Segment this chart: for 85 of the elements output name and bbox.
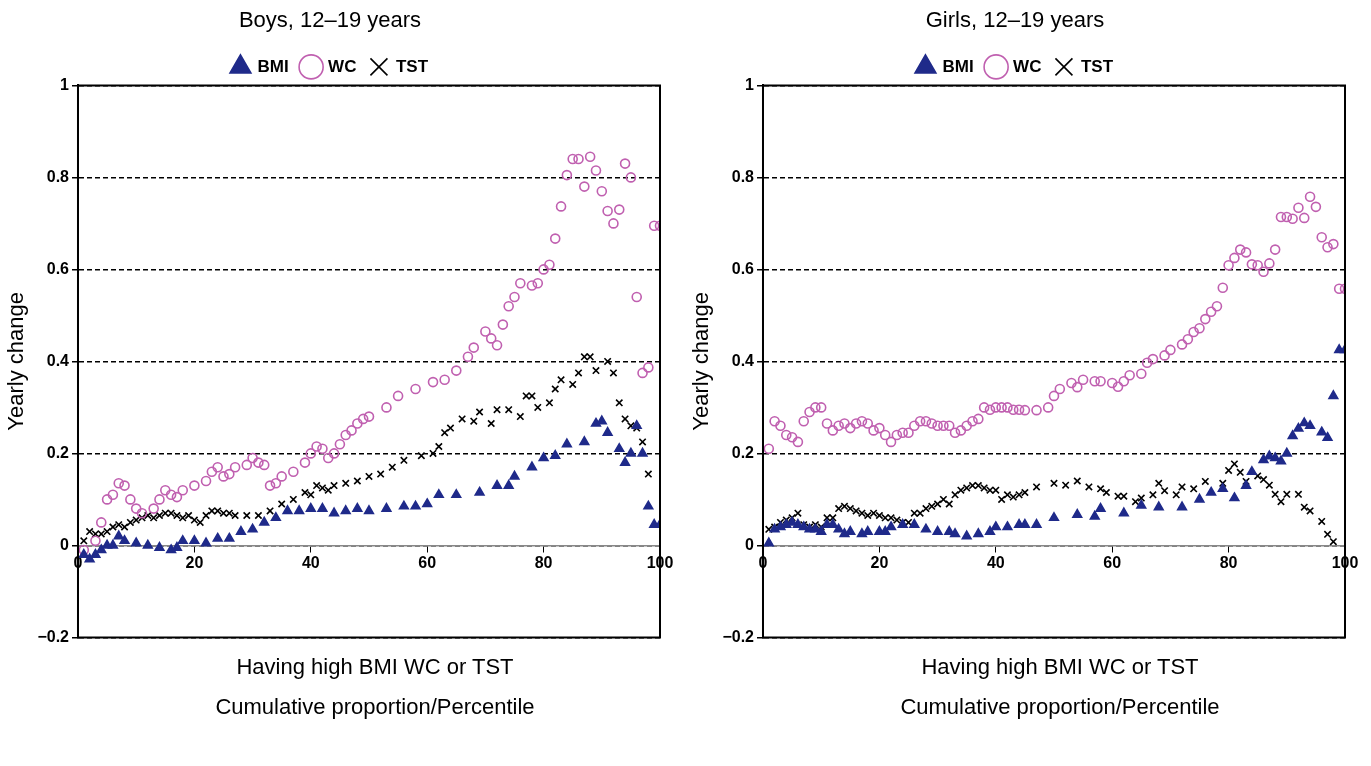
point — [154, 541, 165, 551]
y-tick-label: 0.8 — [46, 167, 70, 185]
x-tick-label: 20 — [185, 554, 204, 572]
x-tick-label: 80 — [534, 554, 553, 572]
point — [235, 525, 247, 535]
point — [113, 530, 124, 540]
y-tick-label: 0.2 — [46, 443, 70, 461]
x-tick-label: 20 — [870, 554, 889, 572]
x-tick-label: 60 — [418, 554, 437, 572]
point — [474, 486, 485, 496]
point — [451, 489, 462, 499]
point — [224, 532, 235, 542]
y-tick-label: 1 — [745, 75, 755, 93]
point — [579, 436, 590, 446]
point — [526, 461, 538, 471]
y-tick-label: −0.2 — [37, 627, 70, 645]
point — [96, 544, 107, 554]
point — [328, 507, 340, 517]
point — [142, 539, 153, 549]
x-tick-label: 60 — [1103, 554, 1122, 572]
x-tick-label: 40 — [986, 554, 1005, 572]
point — [550, 449, 561, 459]
point — [119, 535, 130, 545]
x-tick-label: 40 — [301, 554, 320, 572]
y-tick-label: 0.8 — [731, 167, 755, 185]
point — [270, 511, 281, 522]
point — [509, 470, 520, 480]
point — [503, 479, 514, 489]
y-tick-label: 0 — [60, 535, 70, 553]
point — [602, 426, 613, 436]
point — [200, 537, 212, 547]
y-tick-label: 1 — [60, 75, 70, 93]
point — [422, 498, 433, 508]
point — [538, 452, 549, 462]
point — [317, 502, 328, 512]
point — [614, 443, 625, 453]
y-tick-label: −0.2 — [722, 627, 755, 645]
point — [398, 500, 410, 510]
point — [637, 447, 648, 457]
legend-label: BMI — [257, 56, 289, 76]
y-axis-title: Yearly change — [688, 292, 714, 431]
point — [381, 502, 392, 512]
legend-label: TST — [395, 56, 429, 76]
x-axis-title: Having high BMI WC or TST — [920, 654, 1200, 680]
y-axis-title: Yearly change — [3, 292, 29, 431]
point — [631, 420, 642, 430]
y-tick-label: 0.4 — [731, 351, 755, 369]
x-tick-label: 80 — [1219, 554, 1238, 572]
legend-label: TST — [1080, 56, 1114, 76]
point — [363, 505, 375, 515]
y-tick-label: 0.2 — [731, 443, 755, 461]
point — [78, 548, 89, 558]
legend-label: BMI — [942, 56, 974, 76]
point — [84, 553, 95, 563]
point — [212, 532, 223, 542]
point — [410, 500, 421, 510]
y-tick-label: 0.6 — [731, 259, 755, 277]
point — [177, 535, 188, 545]
point — [491, 479, 503, 489]
point — [131, 537, 142, 547]
point — [625, 447, 637, 457]
y-tick-label: 0.6 — [46, 259, 70, 277]
y-tick-label: 0.4 — [46, 351, 70, 369]
point — [90, 548, 101, 558]
point — [619, 456, 631, 466]
x-axis-title: Having high BMI WC or TST — [235, 654, 515, 680]
point — [561, 438, 573, 448]
point — [433, 489, 444, 499]
text: Cumulative proportion/Percentile — [214, 694, 536, 720]
y-tick-label: 0 — [745, 535, 755, 553]
point — [282, 505, 293, 515]
point — [247, 523, 258, 533]
chart-title: Boys, 12–19 years — [238, 7, 422, 33]
point — [352, 502, 363, 512]
point — [340, 505, 351, 515]
legend-label: WC — [328, 56, 357, 76]
point — [259, 516, 270, 526]
text: Cumulative proportion/Percentile — [899, 694, 1221, 720]
point — [305, 502, 316, 512]
point — [189, 535, 200, 545]
legend-label: WC — [1013, 56, 1042, 76]
chart-title: Girls, 12–19 years — [925, 7, 1105, 33]
point — [643, 500, 654, 510]
point — [294, 505, 305, 515]
point — [107, 539, 119, 549]
